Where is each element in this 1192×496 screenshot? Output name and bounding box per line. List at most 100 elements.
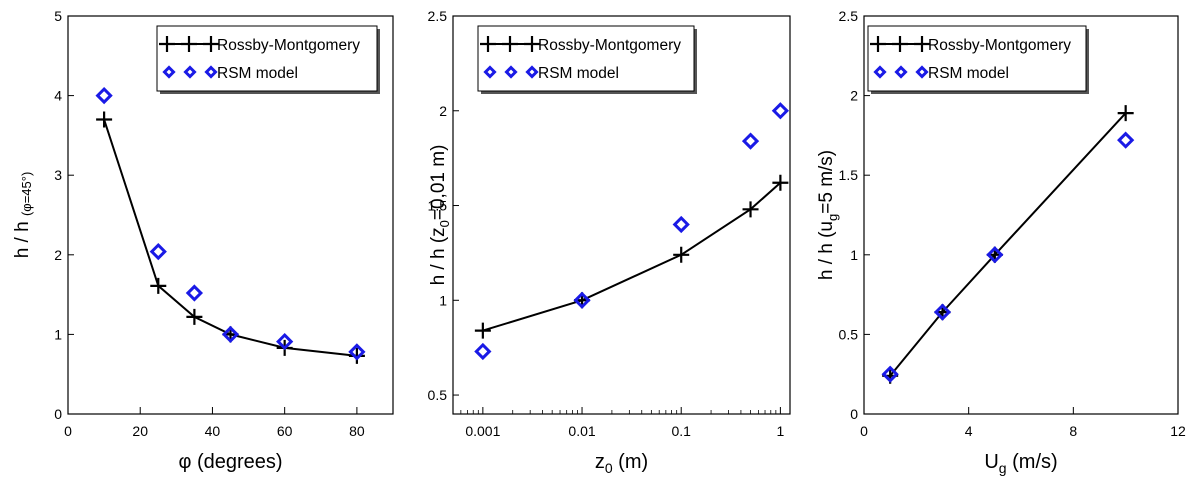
x-tick-label: 60 xyxy=(277,423,293,439)
data-point-diamond xyxy=(474,342,492,361)
data-point-plus xyxy=(772,174,789,191)
data-point-plus xyxy=(186,308,203,325)
y-tick-label: 3 xyxy=(54,167,62,183)
legend-diamond-marker xyxy=(525,65,539,79)
legend-plus-marker xyxy=(914,36,930,52)
y-axis-label-subscript: 0 xyxy=(437,220,452,227)
legend-diamond-marker xyxy=(873,65,887,79)
data-point-diamond xyxy=(1117,131,1135,149)
x-axis-label: φ (degrees) xyxy=(178,451,282,473)
data-point-diamond xyxy=(348,343,366,361)
data-point-diamond xyxy=(276,332,294,351)
y-tick-label: 4 xyxy=(54,88,62,104)
y-axis-label: h / h (ug=5 m/s) xyxy=(816,150,840,280)
y-tick-label: 0.5 xyxy=(839,326,859,342)
data-point-diamond xyxy=(149,242,167,261)
data-point-diamond xyxy=(672,215,690,234)
legend: Rossby-Montgomery RSM model xyxy=(867,25,1089,94)
y-tick-label: 2.5 xyxy=(428,8,448,24)
y-tick-label: 1 xyxy=(850,247,858,263)
plot-frame xyxy=(67,15,394,415)
y-axis-label-main: h / h (z xyxy=(428,227,449,285)
x-axis-label-main: z xyxy=(595,451,605,473)
x-tick-label: 12 xyxy=(1170,423,1186,439)
legend-plus-marker xyxy=(870,36,886,52)
x-axis-label-subscript: 0 xyxy=(605,460,613,476)
series-line xyxy=(103,119,358,357)
series-rossby-montgomery xyxy=(474,174,789,339)
x-tick-label: 20 xyxy=(132,423,148,439)
y-tick-label: 1.5 xyxy=(428,198,448,214)
data-point-diamond xyxy=(221,325,240,344)
data-point-diamond xyxy=(881,365,899,383)
legend-label: Rossby-Montgomery xyxy=(928,37,1071,54)
x-axis-label-rest: (m) xyxy=(613,451,649,473)
legend-diamond-marker xyxy=(204,65,218,79)
chart-latitude: 0 1 2 3 4 5 0 20 40 60 80 φ (degrees) h / h (φ=45°) R… xyxy=(12,8,394,473)
data-point-plus xyxy=(474,322,491,339)
data-point-diamond xyxy=(95,86,113,105)
legend: Rossby-Montgomery RSM model xyxy=(477,25,697,94)
data-point-diamond xyxy=(185,284,204,302)
legend-label: RSM model xyxy=(217,65,298,82)
legend-diamond-marker xyxy=(504,65,518,79)
x-tick-label: 8 xyxy=(1069,423,1077,439)
legend-plus-marker xyxy=(181,36,197,52)
y-tick-label: 2 xyxy=(850,88,858,104)
chart-roughness-length: 0.511.522.50.001 0.01 0.1 1z0 (m)h / h (z0=… xyxy=(428,8,791,476)
legend-plus-marker xyxy=(524,36,540,52)
y-tick-label: 0 xyxy=(54,406,62,422)
data-point-plus xyxy=(150,277,167,294)
data-point-diamond xyxy=(771,102,790,120)
legend-plus-marker xyxy=(159,36,175,52)
x-axis-label: z0 (m) xyxy=(595,451,648,476)
y-axis-label-subscript: g xyxy=(825,214,840,221)
series-rsm-model xyxy=(881,131,1135,383)
legend-diamond-marker xyxy=(915,65,929,79)
x-axis-label-subscript: g xyxy=(999,460,1007,476)
legend-label: Rossby-Montgomery xyxy=(538,37,681,54)
legend-diamond-marker xyxy=(162,65,176,79)
y-tick-label: 2 xyxy=(54,247,62,263)
legend-box xyxy=(156,25,378,92)
series-rsm-model xyxy=(95,86,366,361)
legend-plus-marker xyxy=(892,36,908,52)
legend-diamond-marker xyxy=(894,65,908,79)
legend-plus-marker xyxy=(502,36,518,52)
y-axis-label-rest: =5 m/s) xyxy=(816,150,837,214)
data-point-plus xyxy=(673,246,690,263)
x-axis-label-rest: (m/s) xyxy=(1007,451,1058,473)
legend-box xyxy=(867,25,1087,92)
legend-diamond-marker xyxy=(183,65,197,79)
x-axis-label-main: U xyxy=(984,451,998,473)
data-point-plus xyxy=(96,111,113,128)
y-tick-label: 1 xyxy=(439,292,447,308)
x-tick-label: 0.01 xyxy=(568,423,595,439)
x-tick-label: 0 xyxy=(860,423,868,439)
data-point-plus xyxy=(348,347,365,364)
y-axis-label: h / h (φ=45°) xyxy=(12,172,34,259)
series-line xyxy=(482,182,782,332)
plot-frame xyxy=(452,15,791,415)
x-tick-label: 80 xyxy=(349,423,365,439)
legend-box xyxy=(477,25,695,92)
series-rsm-model xyxy=(474,102,790,361)
y-tick-label: 5 xyxy=(54,8,62,24)
y-tick-label: 1 xyxy=(54,326,62,342)
data-point-diamond xyxy=(741,132,760,150)
y-axis-label-subscript: (φ=45°) xyxy=(19,172,34,216)
legend-diamond-marker xyxy=(483,65,497,79)
legend: Rossby-Montgomery RSM model xyxy=(156,25,380,94)
y-tick-label: 0.5 xyxy=(428,387,448,403)
y-tick-label: 2.5 xyxy=(839,8,859,24)
y-tick-label: 2 xyxy=(439,103,447,119)
x-tick-label: 1 xyxy=(776,423,784,439)
legend-label: RSM model xyxy=(538,65,619,82)
legend-label: Rossby-Montgomery xyxy=(217,37,360,54)
data-point-diamond xyxy=(986,246,1004,264)
data-point-diamond xyxy=(933,303,952,321)
x-tick-label: 0.001 xyxy=(465,423,500,439)
series-rossby-montgomery xyxy=(882,105,1134,384)
